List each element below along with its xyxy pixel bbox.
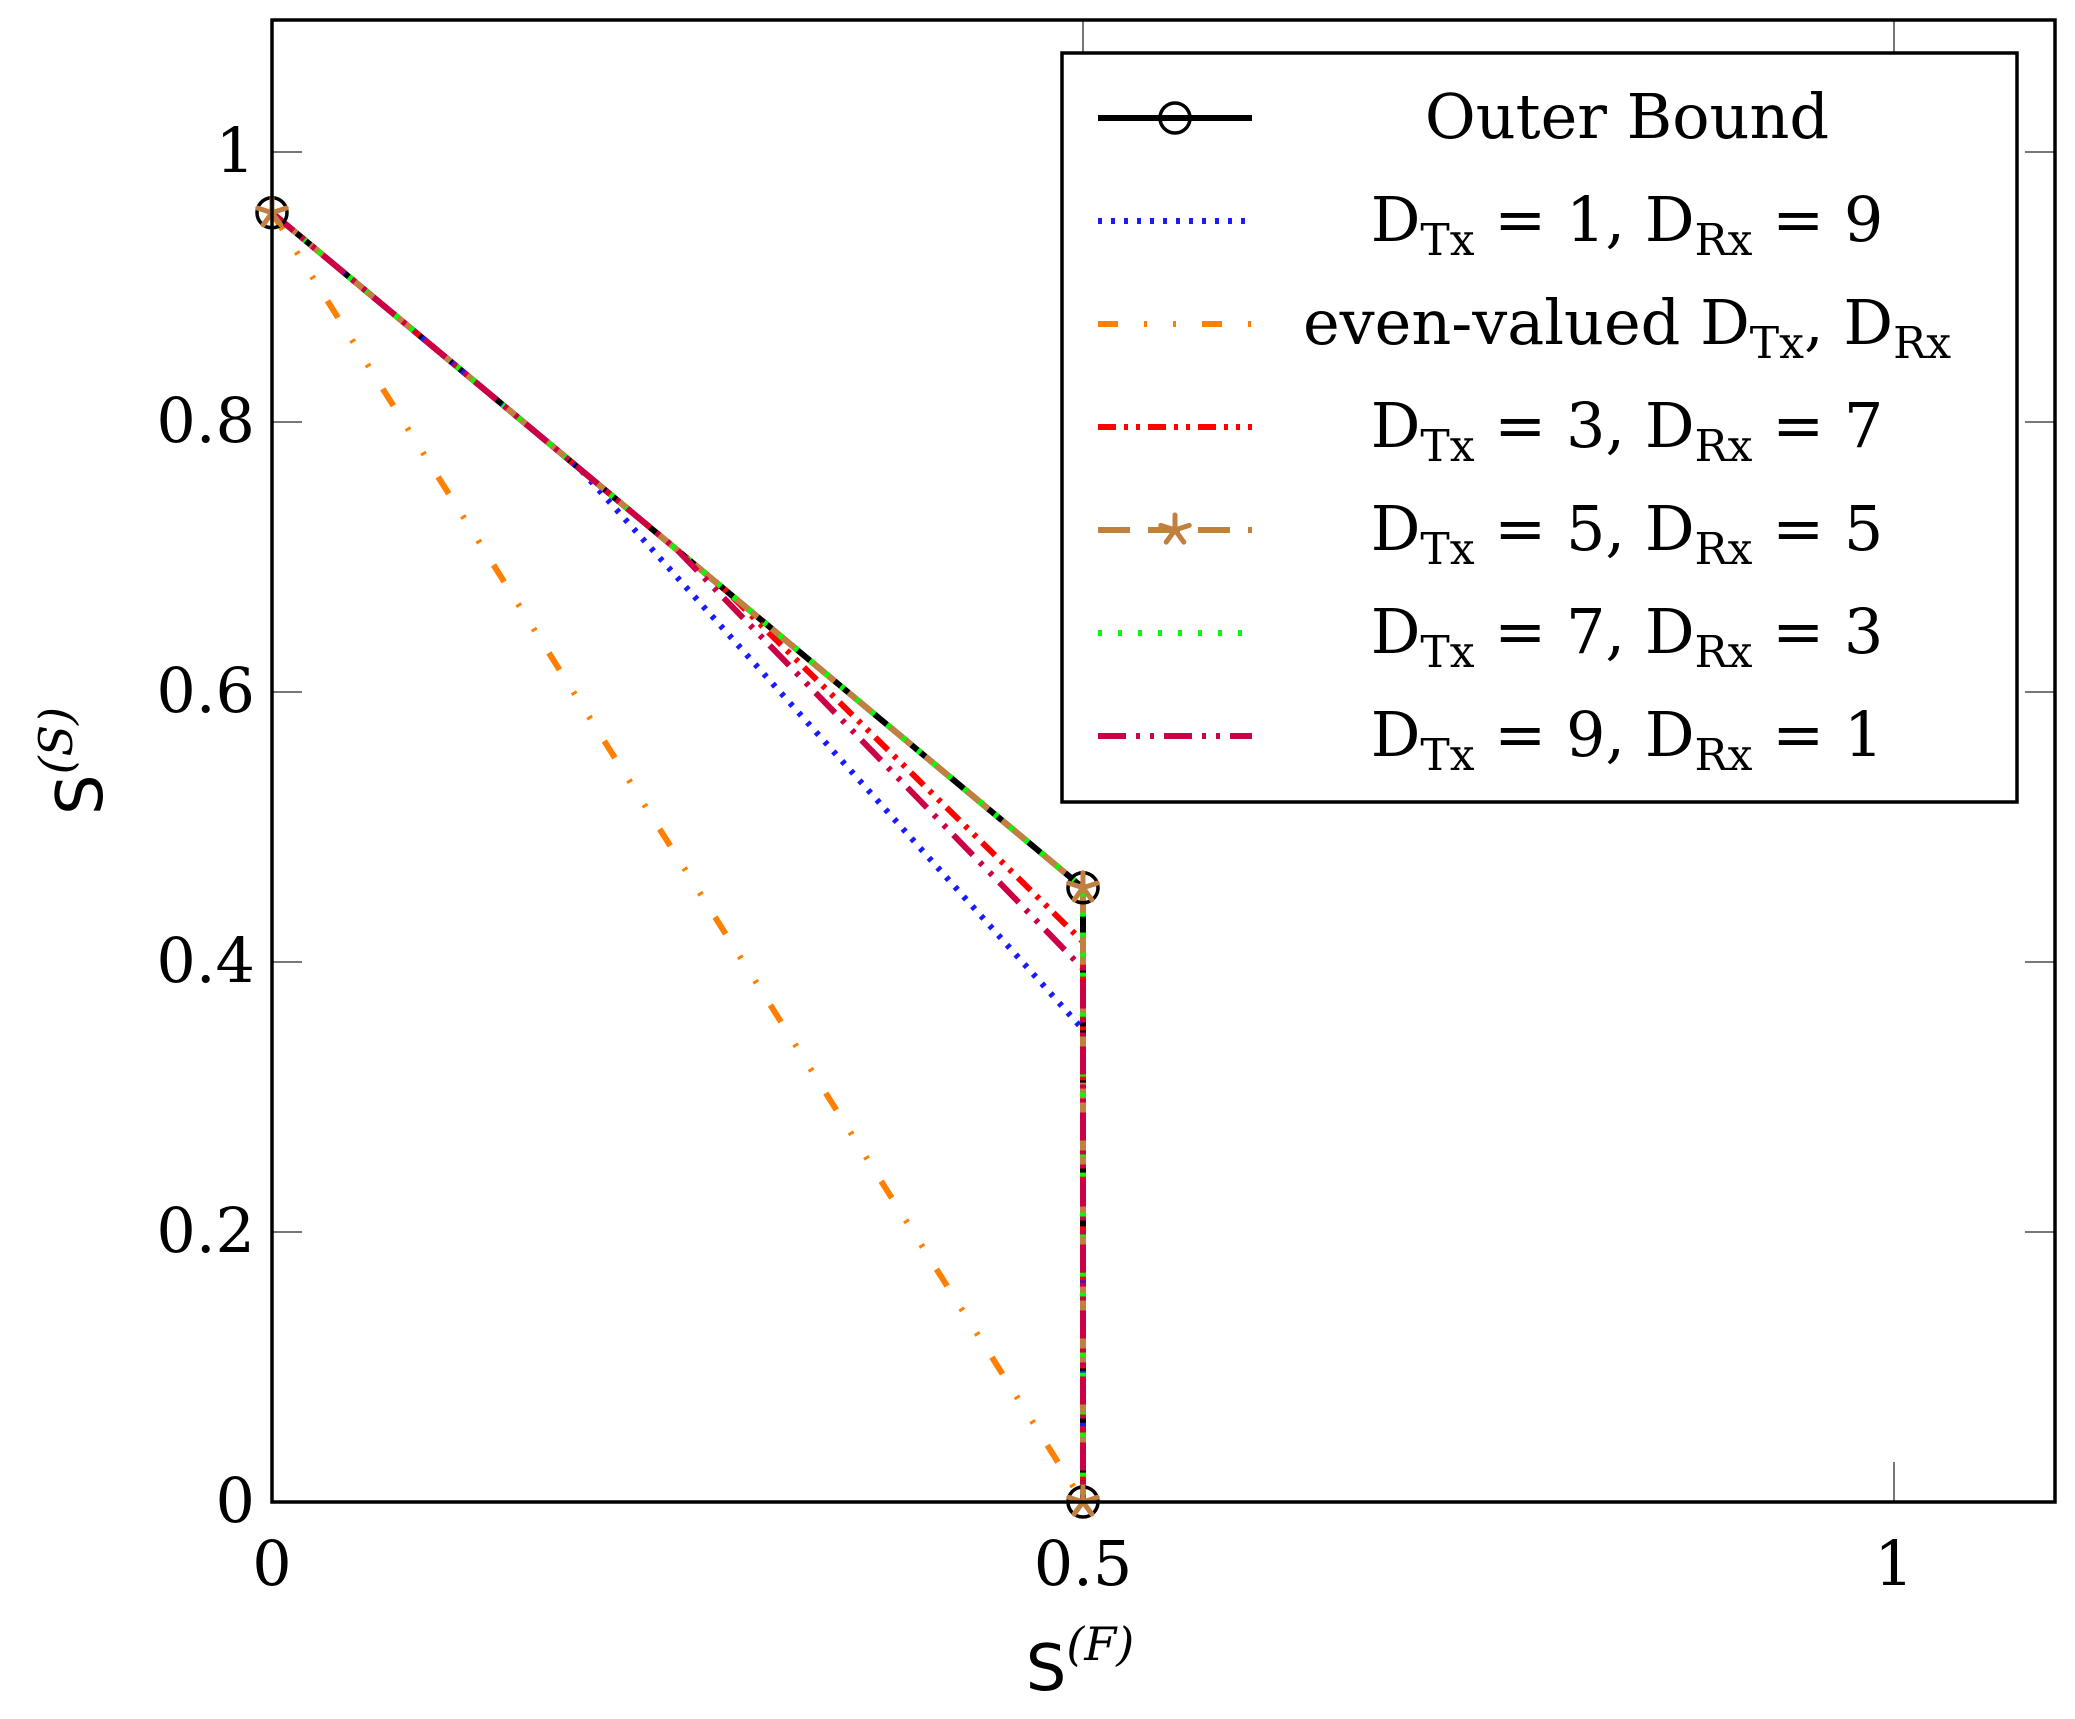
legend-entry-6: DTx = 9, DRx = 1	[1098, 698, 1883, 781]
legend-label-4-part-2: = 5, D	[1475, 492, 1695, 565]
y-axis-label: S(S)	[29, 707, 118, 815]
x-axis-label-base: S	[1026, 1632, 1067, 1706]
legend-label-6-part-0: D	[1371, 698, 1421, 771]
legend-label-3-part-4: = 7	[1752, 389, 1883, 462]
legend-label-3-part-2: = 3, D	[1475, 389, 1695, 462]
legend-label-2-part-1: Tx	[1750, 318, 1804, 369]
legend-label-3: DTx = 3, DRx = 7	[1371, 389, 1884, 472]
x-tick-label-2: 1	[1874, 1527, 1913, 1600]
legend-label-6: DTx = 9, DRx = 1	[1371, 698, 1884, 781]
series-4-marker-1	[1066, 870, 1100, 903]
legend-label-4-part-3: Rx	[1695, 524, 1753, 575]
legend-label-5-part-1: Tx	[1420, 627, 1474, 678]
legend-label-2: even-valued DTx, DRx	[1303, 286, 1951, 369]
legend-label-2-part-2: , D	[1804, 286, 1893, 359]
series-d-tx-9-d-rx-1	[270, 210, 1086, 1502]
legend-entry-3: DTx = 3, DRx = 7	[1098, 389, 1883, 472]
x-axis-label: S(F)	[1026, 1617, 1134, 1706]
series-line-3	[270, 210, 1086, 1502]
y-tick-label-3: 0.6	[156, 654, 255, 727]
legend-label-0-part-0: Outer Bound	[1425, 80, 1829, 153]
legend-label-3-part-3: Rx	[1695, 421, 1753, 472]
legend-label-6-part-4: = 1	[1752, 698, 1883, 771]
legend-entry-2: even-valued DTx, DRx	[1098, 286, 1951, 369]
legend-marker-0	[1158, 101, 1192, 135]
x-tick-label-0: 0	[252, 1527, 291, 1600]
y-axis-label-sup: (S)	[29, 707, 83, 774]
legend-label-4-part-1: Tx	[1420, 524, 1474, 575]
legend-entry-0: Outer Bound	[1098, 80, 1829, 153]
legend-label-1-part-4: = 9	[1752, 183, 1883, 256]
series-d-tx-3-d-rx-7	[270, 210, 1086, 1502]
y-tick-label-4: 0.8	[156, 384, 255, 457]
legend-entry-1: DTx = 1, DRx = 9	[1098, 183, 1883, 266]
x-axis-label-sup: (F)	[1066, 1617, 1134, 1671]
legend-label-5-part-4: = 3	[1752, 595, 1883, 668]
x-tick-label-1: 0.5	[1034, 1527, 1133, 1600]
legend-label-1-part-2: = 1, D	[1475, 183, 1695, 256]
series-line-6	[270, 210, 1086, 1502]
legend-entry-4: DTx = 5, DRx = 5	[1098, 492, 1883, 575]
legend-marker-4	[1158, 512, 1192, 545]
legend-label-4-part-4: = 5	[1752, 492, 1883, 565]
legend-label-5: DTx = 7, DRx = 3	[1371, 595, 1884, 678]
legend-label-6-part-3: Rx	[1695, 730, 1753, 781]
tick-labels: 0 0.5 1 0 0.2 0.4 0.6 0.8 1	[156, 114, 1913, 1600]
legend-label-1-part-1: Tx	[1420, 215, 1474, 266]
y-tick-label-0: 0	[216, 1464, 255, 1537]
legend-label-3-part-0: D	[1371, 389, 1421, 462]
legend-label-4: DTx = 5, DRx = 5	[1371, 492, 1884, 575]
legend-label-3-part-1: Tx	[1420, 421, 1474, 472]
y-tick-label-2: 0.4	[156, 924, 255, 997]
legend-label-1: DTx = 1, DRx = 9	[1371, 183, 1884, 266]
legend-label-5-part-0: D	[1371, 595, 1421, 668]
y-axis-label-base: S	[44, 774, 118, 815]
legend-label-6-part-1: Tx	[1420, 730, 1474, 781]
legend-label-6-part-2: = 9, D	[1475, 698, 1695, 771]
legend-entry-5: DTx = 7, DRx = 3	[1098, 595, 1883, 678]
y-tick-label-5: 1	[216, 114, 255, 187]
legend-box	[1060, 51, 2019, 804]
y-tick-label-1: 0.2	[156, 1194, 255, 1267]
legend-label-4-part-0: D	[1371, 492, 1421, 565]
plot-frame	[270, 18, 2057, 1504]
legend-label-1-part-0: D	[1371, 183, 1421, 256]
legend-label-2-part-3: Rx	[1893, 318, 1951, 369]
legend-label-1-part-3: Rx	[1695, 215, 1753, 266]
legend-label-5-part-3: Rx	[1695, 627, 1753, 678]
legend-label-5-part-2: = 7, D	[1475, 595, 1695, 668]
legend-label-0: Outer Bound	[1425, 80, 1829, 153]
legend-label-2-part-0: even-valued D	[1303, 286, 1750, 359]
